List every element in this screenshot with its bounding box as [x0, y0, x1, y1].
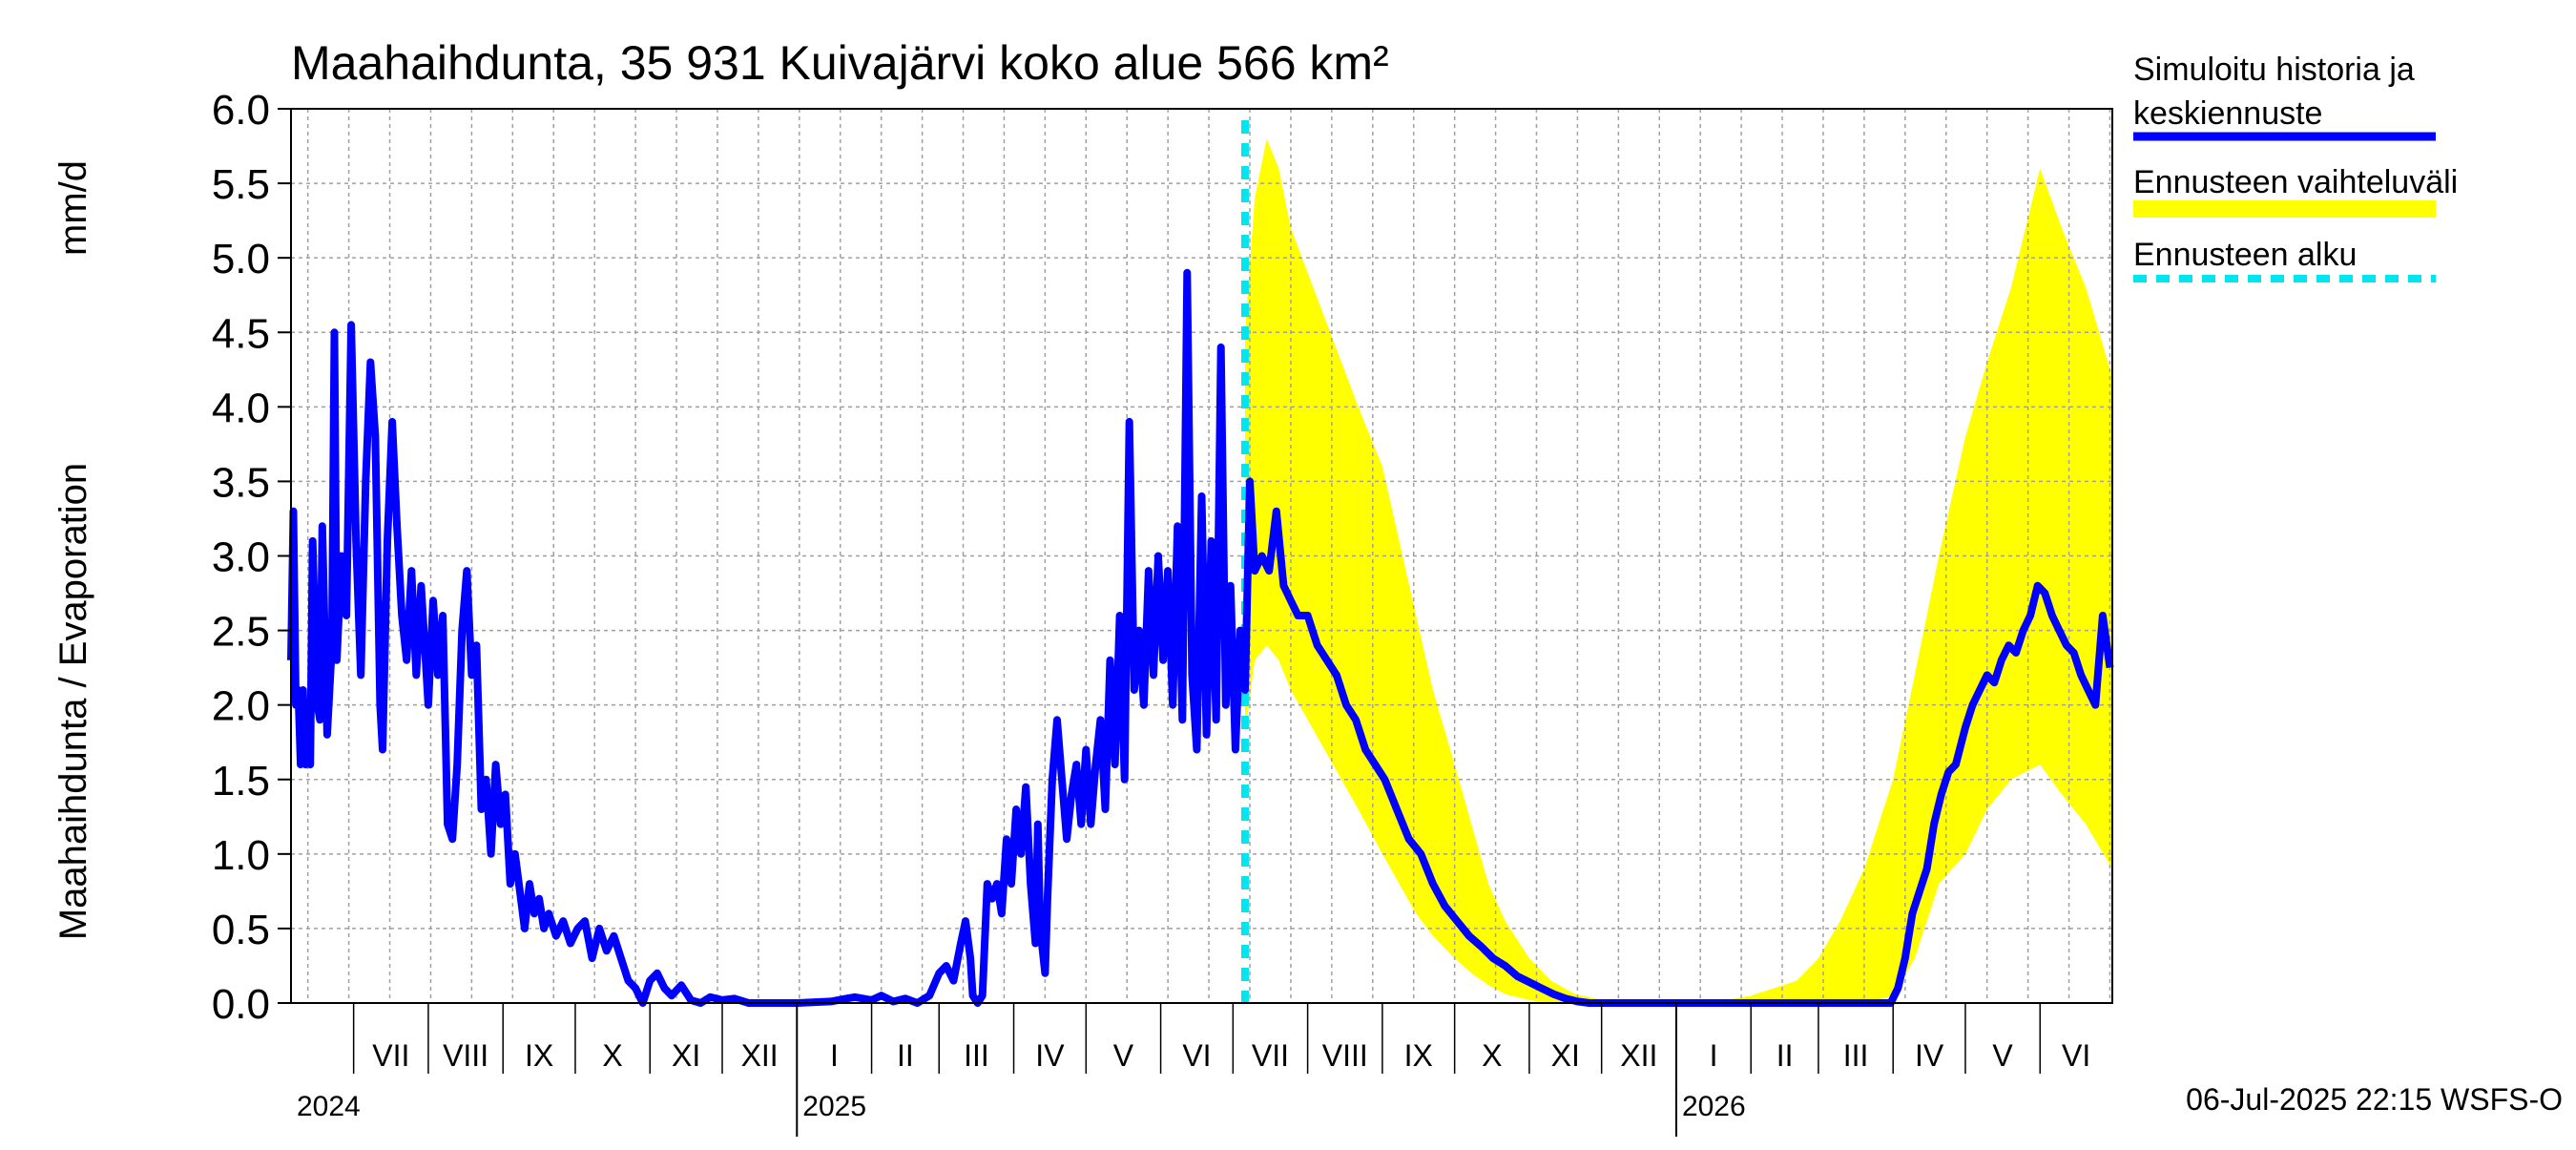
- month-label: IX: [525, 1038, 553, 1073]
- y-tick-label: 0.5: [212, 907, 270, 953]
- y-tick-label: 4.5: [212, 310, 270, 357]
- y-axis-label: Maahaihdunta / Evaporation: [52, 463, 94, 940]
- y-tick-label: 4.0: [212, 385, 270, 431]
- legend-label-history-line2: keskiennuste: [2133, 95, 2322, 132]
- month-label: I: [1710, 1038, 1718, 1073]
- year-label: 2026: [1682, 1091, 1746, 1122]
- month-label: XII: [1620, 1038, 1657, 1073]
- legend: Simuloitu historia ja keskiennuste Ennuste…: [2133, 52, 2458, 282]
- x-axis: VII VIII IX X XI XII I II III IV V VI VII VIII IX X XI XI…: [297, 1003, 2090, 1137]
- y-tick-label: 6.0: [212, 87, 270, 134]
- month-label: IX: [1404, 1038, 1433, 1073]
- month-label: III: [964, 1038, 989, 1073]
- y-axis: 0.0 0.5 1.0 1.5 2.0 2.5 3.0 3.5 4.0 4.5 5.0 5.5 6.0: [212, 87, 291, 1028]
- y-tick-label: 2.5: [212, 609, 270, 656]
- month-label: VI: [2062, 1038, 2090, 1073]
- year-label: 2025: [802, 1091, 866, 1122]
- month-label: II: [897, 1038, 914, 1073]
- month-label: V: [1992, 1038, 2013, 1073]
- month-label: I: [830, 1038, 839, 1073]
- footer-timestamp: 06-Jul-2025 22:15 WSFS-O: [2186, 1082, 2563, 1117]
- year-label: 2024: [297, 1091, 361, 1122]
- y-tick-label: 3.0: [212, 534, 270, 581]
- legend-label-forecast-start: Ennusteen alku: [2133, 237, 2357, 273]
- month-label: X: [602, 1038, 622, 1073]
- forecast-band-layer: [1245, 138, 2112, 1003]
- month-label: VI: [1182, 1038, 1211, 1073]
- series-layer: [287, 268, 2114, 1007]
- y-tick-label: 2.0: [212, 683, 270, 730]
- month-label: II: [1776, 1038, 1794, 1073]
- month-label: X: [1482, 1038, 1502, 1073]
- month-label: XI: [672, 1038, 700, 1073]
- y-tick-label: 1.5: [212, 758, 270, 805]
- y-tick-label: 5.0: [212, 236, 270, 282]
- y-tick-label: 3.5: [212, 459, 270, 506]
- series-line-history: [287, 268, 2114, 1007]
- y-tick-label: 0.0: [212, 981, 270, 1028]
- month-label: XI: [1551, 1038, 1580, 1073]
- month-label: III: [1843, 1038, 1869, 1073]
- month-label: VIII: [443, 1038, 488, 1073]
- month-label: XII: [741, 1038, 779, 1073]
- legend-swatch-band: [2133, 200, 2436, 218]
- month-label: V: [1113, 1038, 1134, 1073]
- month-label: VIII: [1322, 1038, 1368, 1073]
- legend-label-band: Ennusteen vaihteluväli: [2133, 164, 2458, 200]
- chart-title: Maahaihdunta, 35 931 Kuivajärvi koko alu…: [291, 36, 1389, 90]
- month-label: IV: [1915, 1038, 1944, 1073]
- y-tick-label: 1.0: [212, 832, 270, 879]
- forecast-band: [1245, 138, 2112, 1003]
- month-label: VII: [372, 1038, 409, 1073]
- legend-label-history: Simuloitu historia ja: [2133, 52, 2415, 88]
- month-label: VII: [1252, 1038, 1289, 1073]
- y-tick-label: 5.5: [212, 161, 270, 208]
- month-label: IV: [1035, 1038, 1065, 1073]
- y-axis-unit: mm/d: [52, 160, 94, 256]
